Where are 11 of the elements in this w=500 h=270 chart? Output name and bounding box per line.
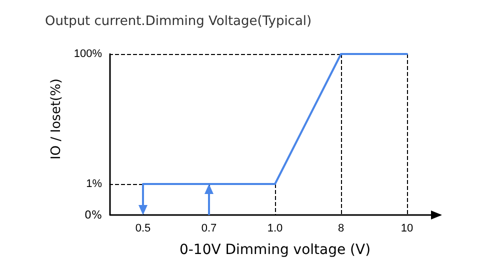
y-tick-label: 1%: [86, 178, 102, 190]
y-axis-title: IO / Ioset(%): [48, 78, 64, 160]
x-axis-title: 0-10V Dimming voltage (V): [179, 242, 371, 258]
y-tick-label: 100%: [74, 48, 102, 60]
x-tick-label: 0.5: [135, 222, 151, 234]
x-tick-label: 8: [338, 222, 344, 234]
x-tick-label: 10: [400, 222, 414, 234]
x-tick-label: 0.7: [201, 222, 217, 234]
chart-title: Output current.Dimming Voltage(Typical): [45, 14, 312, 29]
text: 0%: [84, 208, 102, 222]
x-tick-label: 1.0: [267, 222, 283, 234]
